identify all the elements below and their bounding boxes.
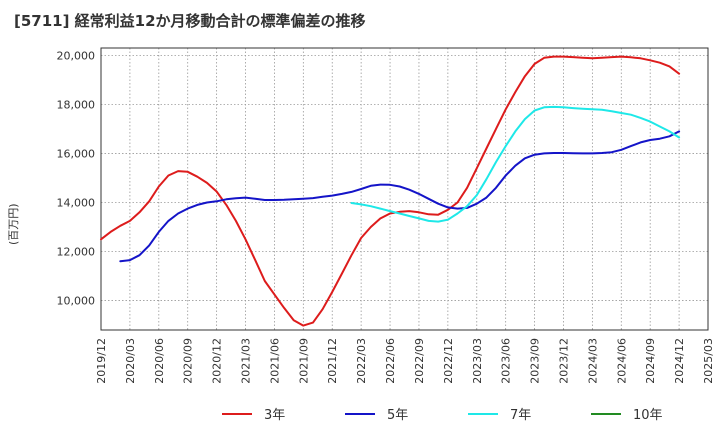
- series-line-3: [350, 105, 681, 223]
- x-tick-label: 2020/09: [182, 338, 195, 384]
- series-line-2: [119, 130, 681, 263]
- x-tick-label: 2025/03: [702, 338, 715, 384]
- x-tick-label: 2023/03: [471, 338, 484, 384]
- x-tick-label: 2022/12: [442, 338, 455, 384]
- y-tick-label: 14,000: [57, 196, 96, 209]
- x-tick-label: 2021/09: [297, 338, 310, 384]
- x-tick-label: 2021/03: [240, 338, 253, 384]
- x-tick-label: 2024/03: [586, 338, 599, 384]
- x-tick-label: 2020/03: [124, 338, 137, 384]
- plot-frame: [100, 47, 709, 331]
- x-tick-label: 2022/03: [355, 338, 368, 384]
- legend-label: 7年: [510, 408, 531, 423]
- y-tick-label: 10,000: [57, 295, 96, 308]
- y-tick-label: 18,000: [57, 98, 96, 111]
- x-tick-label: 2024/12: [673, 338, 686, 384]
- x-tick-label: 2022/06: [384, 338, 397, 384]
- x-tick-label: 2021/12: [326, 338, 339, 384]
- x-tick-label: 2024/06: [615, 338, 628, 384]
- x-tick-label: 2022/09: [413, 338, 426, 384]
- legend-label: 3年: [264, 408, 285, 423]
- x-tick-label: 2024/09: [644, 338, 657, 384]
- legend-label: 10年: [633, 408, 663, 423]
- x-tick-label: 2021/06: [268, 338, 281, 384]
- x-tick-label: 2020/12: [211, 338, 224, 384]
- y-tick-label: 12,000: [57, 246, 96, 259]
- legend-label: 5年: [387, 408, 408, 423]
- y-tick-label: 20,000: [57, 49, 96, 62]
- x-tick-label: 2023/12: [557, 338, 570, 384]
- x-tick-label: 2023/09: [529, 338, 542, 384]
- series-line-1: [100, 55, 681, 327]
- chart-title: [5711] 経常利益12か月移動合計の標準偏差の推移: [14, 12, 366, 30]
- x-tick-label: 2020/06: [153, 338, 166, 384]
- x-tick-label: 2019/12: [95, 338, 108, 384]
- x-tick-label: 2023/06: [500, 338, 513, 384]
- y-tick-label: 16,000: [57, 147, 96, 160]
